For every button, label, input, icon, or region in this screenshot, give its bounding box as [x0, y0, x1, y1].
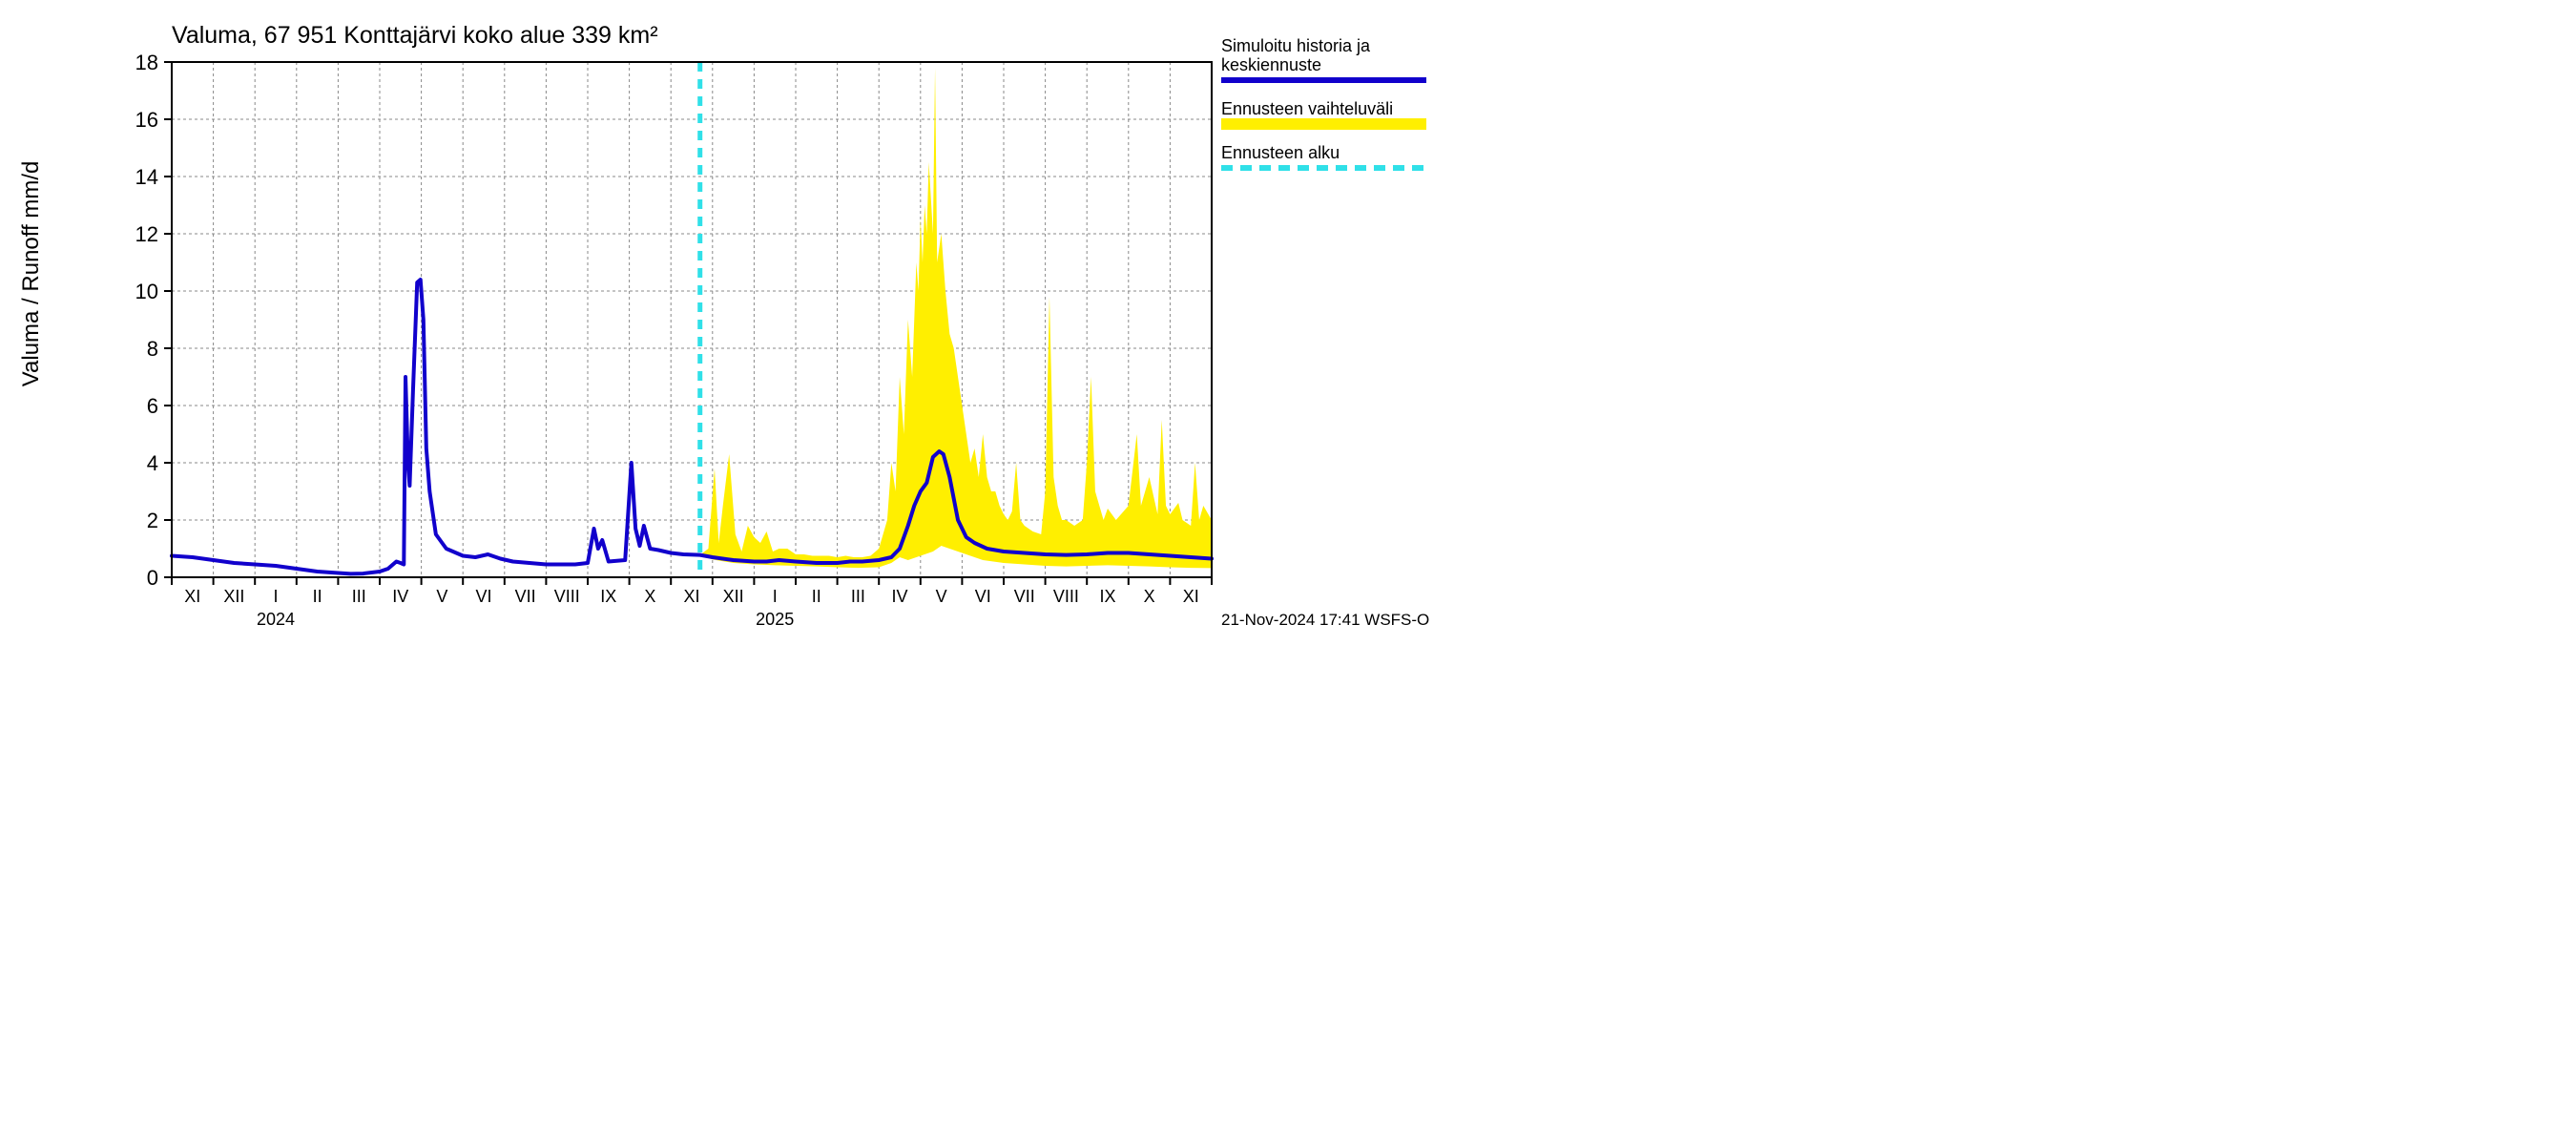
svg-text:8: 8 [147, 337, 158, 361]
svg-text:VI: VI [975, 587, 991, 606]
svg-text:2: 2 [147, 509, 158, 532]
svg-text:I: I [273, 587, 278, 606]
svg-text:keskiennuste: keskiennuste [1221, 55, 1321, 74]
svg-text:XI: XI [683, 587, 699, 606]
svg-text:III: III [352, 587, 366, 606]
svg-text:Simuloitu historia ja: Simuloitu historia ja [1221, 36, 1371, 55]
svg-text:III: III [851, 587, 865, 606]
svg-text:XII: XII [223, 587, 244, 606]
svg-text:X: X [1144, 587, 1155, 606]
chart-svg: 024681012141618XIXIIIIIIIIIVVVIVIIVIIIIX… [0, 0, 1431, 649]
svg-text:Ennusteen alku: Ennusteen alku [1221, 143, 1340, 162]
svg-text:X: X [644, 587, 655, 606]
chart-container: 024681012141618XIXIIIIIIIIIVVVIVIIVIIIIX… [0, 0, 1431, 649]
svg-text:0: 0 [147, 566, 158, 590]
svg-text:VIII: VIII [554, 587, 580, 606]
svg-text:XII: XII [723, 587, 744, 606]
svg-text:2025: 2025 [756, 610, 794, 629]
svg-text:II: II [812, 587, 821, 606]
svg-text:VII: VII [515, 587, 536, 606]
svg-text:4: 4 [147, 451, 158, 475]
svg-text:VIII: VIII [1053, 587, 1079, 606]
svg-text:IX: IX [600, 587, 616, 606]
svg-text:6: 6 [147, 394, 158, 418]
svg-text:V: V [936, 587, 947, 606]
svg-text:VI: VI [475, 587, 491, 606]
svg-text:14: 14 [135, 165, 158, 189]
footer-timestamp: 21-Nov-2024 17:41 WSFS-O [1221, 611, 1429, 629]
svg-text:VII: VII [1014, 587, 1035, 606]
svg-text:I: I [773, 587, 778, 606]
svg-text:16: 16 [135, 108, 158, 132]
y-axis-label: Valuma / Runoff mm/d [18, 161, 44, 387]
chart-title: Valuma, 67 951 Konttajärvi koko alue 339… [172, 22, 658, 49]
svg-text:II: II [313, 587, 322, 606]
svg-text:IV: IV [891, 587, 907, 606]
svg-text:IV: IV [392, 587, 408, 606]
svg-text:18: 18 [135, 51, 158, 74]
svg-text:Ennusteen vaihteluväli: Ennusteen vaihteluväli [1221, 99, 1393, 118]
svg-text:2024: 2024 [257, 610, 295, 629]
svg-text:XI: XI [1183, 587, 1199, 606]
svg-text:10: 10 [135, 280, 158, 303]
svg-text:IX: IX [1099, 587, 1115, 606]
svg-text:XI: XI [184, 587, 200, 606]
svg-text:V: V [436, 587, 447, 606]
svg-text:12: 12 [135, 222, 158, 246]
